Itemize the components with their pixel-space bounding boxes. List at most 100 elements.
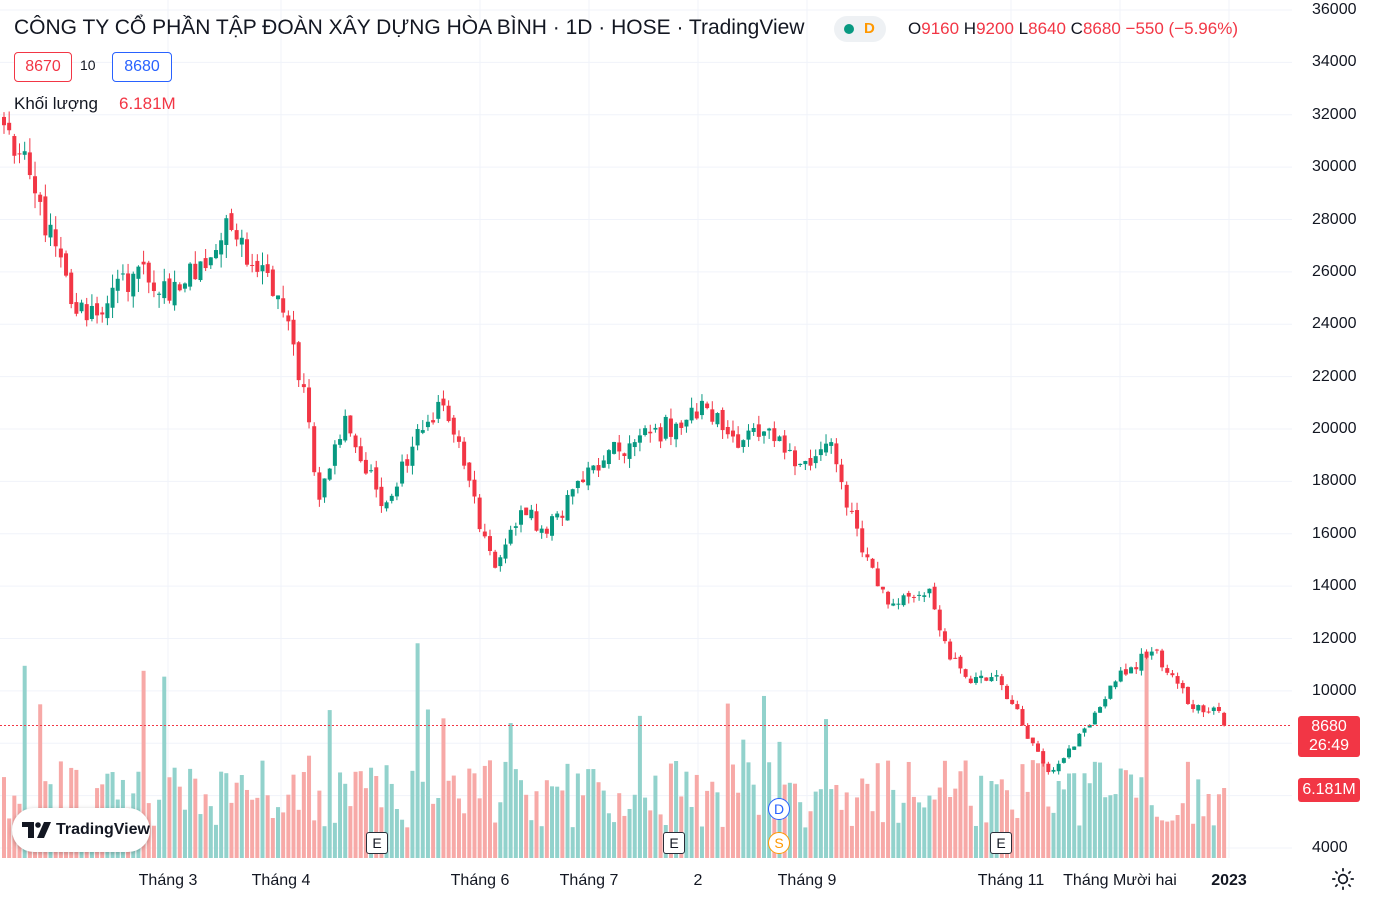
- volume-bar: [612, 822, 617, 858]
- candle-body: [224, 218, 229, 245]
- volume-bar: [911, 796, 916, 858]
- candle-body: [746, 430, 751, 440]
- volume-bar: [751, 784, 756, 858]
- volume-bar: [627, 808, 632, 858]
- volume-bar: [544, 780, 549, 858]
- volume-bar: [1118, 768, 1123, 858]
- volume-bars: [2, 643, 1227, 858]
- candle-body: [234, 230, 239, 240]
- candle-body: [301, 384, 306, 388]
- settings-gear-icon[interactable]: [1330, 866, 1356, 892]
- volume-bar: [151, 825, 156, 858]
- volume-bar: [648, 810, 653, 858]
- volume-bar: [772, 802, 777, 858]
- candle-body: [48, 224, 53, 238]
- volume-bar: [2, 777, 6, 858]
- candle-body: [472, 479, 477, 497]
- candle-body: [477, 497, 482, 530]
- event-marker-e[interactable]: E: [990, 832, 1012, 854]
- candle-body: [699, 400, 704, 416]
- candle-body: [1061, 758, 1066, 763]
- candle-body: [379, 486, 384, 507]
- candle-body: [653, 427, 658, 430]
- candle-body: [38, 194, 43, 202]
- candle-body: [513, 526, 518, 528]
- candle-body: [467, 462, 472, 481]
- candle-body: [172, 281, 177, 306]
- volume-bar: [953, 788, 958, 858]
- candle-body: [312, 426, 317, 473]
- candle-body: [575, 480, 580, 488]
- volume-bar: [715, 792, 720, 858]
- candle-body: [658, 427, 663, 442]
- volume-bar: [1036, 763, 1040, 858]
- volume-bar: [756, 814, 761, 858]
- candle-body: [560, 515, 565, 518]
- buy-price-button[interactable]: 8680: [112, 52, 172, 82]
- bar-countdown: 26:49: [1308, 737, 1350, 754]
- candle-body: [1180, 682, 1185, 689]
- volume-bar: [38, 704, 43, 858]
- event-marker-e[interactable]: E: [663, 832, 685, 854]
- candle-body: [17, 153, 22, 155]
- volume-bar: [937, 787, 942, 858]
- volume-bar: [689, 806, 694, 858]
- volume-bar: [363, 788, 368, 858]
- candle-body: [917, 594, 922, 596]
- candle-body: [937, 609, 942, 631]
- tradingview-logo[interactable]: TradingView: [12, 808, 150, 852]
- volume-bar: [162, 676, 167, 858]
- candle-body: [188, 263, 193, 287]
- volume-bar: [668, 763, 673, 858]
- sell-price-button[interactable]: 8670: [14, 52, 72, 82]
- volume-bar: [1077, 825, 1082, 858]
- volume-bar: [529, 820, 534, 858]
- volume-indicator-label[interactable]: Khối lượng: [14, 94, 98, 113]
- volume-bar: [508, 723, 513, 858]
- volume-bar: [1087, 783, 1092, 858]
- event-marker-e[interactable]: E: [366, 832, 388, 854]
- volume-bar: [1108, 795, 1113, 858]
- candle-body: [1025, 726, 1030, 739]
- candle-body: [979, 675, 984, 679]
- candle-body: [182, 283, 187, 289]
- candle-body: [1113, 681, 1118, 688]
- candle-body: [767, 428, 772, 431]
- volume-bar: [239, 775, 244, 858]
- price-axis-label: 28000: [1312, 210, 1357, 228]
- volume-bar: [462, 813, 467, 858]
- candle-body: [493, 551, 498, 568]
- candle-body: [1010, 699, 1015, 704]
- candle-body: [984, 677, 989, 681]
- candle-body: [436, 401, 441, 419]
- candle-body: [317, 472, 322, 500]
- candle-body: [1036, 743, 1040, 752]
- candle-body: [694, 411, 699, 419]
- volume-bar: [286, 794, 291, 858]
- candle-body: [400, 461, 405, 484]
- candle-body: [131, 273, 136, 297]
- volume-bar: [622, 815, 627, 858]
- volume-bar: [7, 818, 12, 858]
- volume-bar: [684, 771, 689, 858]
- price-axis-label: 36000: [1312, 1, 1357, 18]
- candle-body: [415, 429, 420, 446]
- volume-bar: [1020, 764, 1025, 858]
- close-value: 8680: [1082, 19, 1121, 38]
- candle-body: [27, 152, 32, 176]
- event-marker-d[interactable]: D: [768, 798, 790, 820]
- volume-bar: [1170, 820, 1175, 858]
- close-label: C: [1070, 19, 1083, 38]
- candle-body: [462, 441, 467, 466]
- time-axis-label: Tháng 7: [559, 872, 619, 889]
- market-status-pill[interactable]: D: [834, 16, 886, 42]
- candle-body: [756, 424, 761, 437]
- candle-body: [126, 273, 131, 292]
- candle-body: [167, 278, 172, 301]
- volume-bar: [224, 773, 229, 858]
- candle-body: [89, 305, 94, 319]
- volume-bar: [332, 822, 337, 858]
- event-marker-s[interactable]: S: [768, 832, 790, 854]
- candle-body: [730, 430, 735, 437]
